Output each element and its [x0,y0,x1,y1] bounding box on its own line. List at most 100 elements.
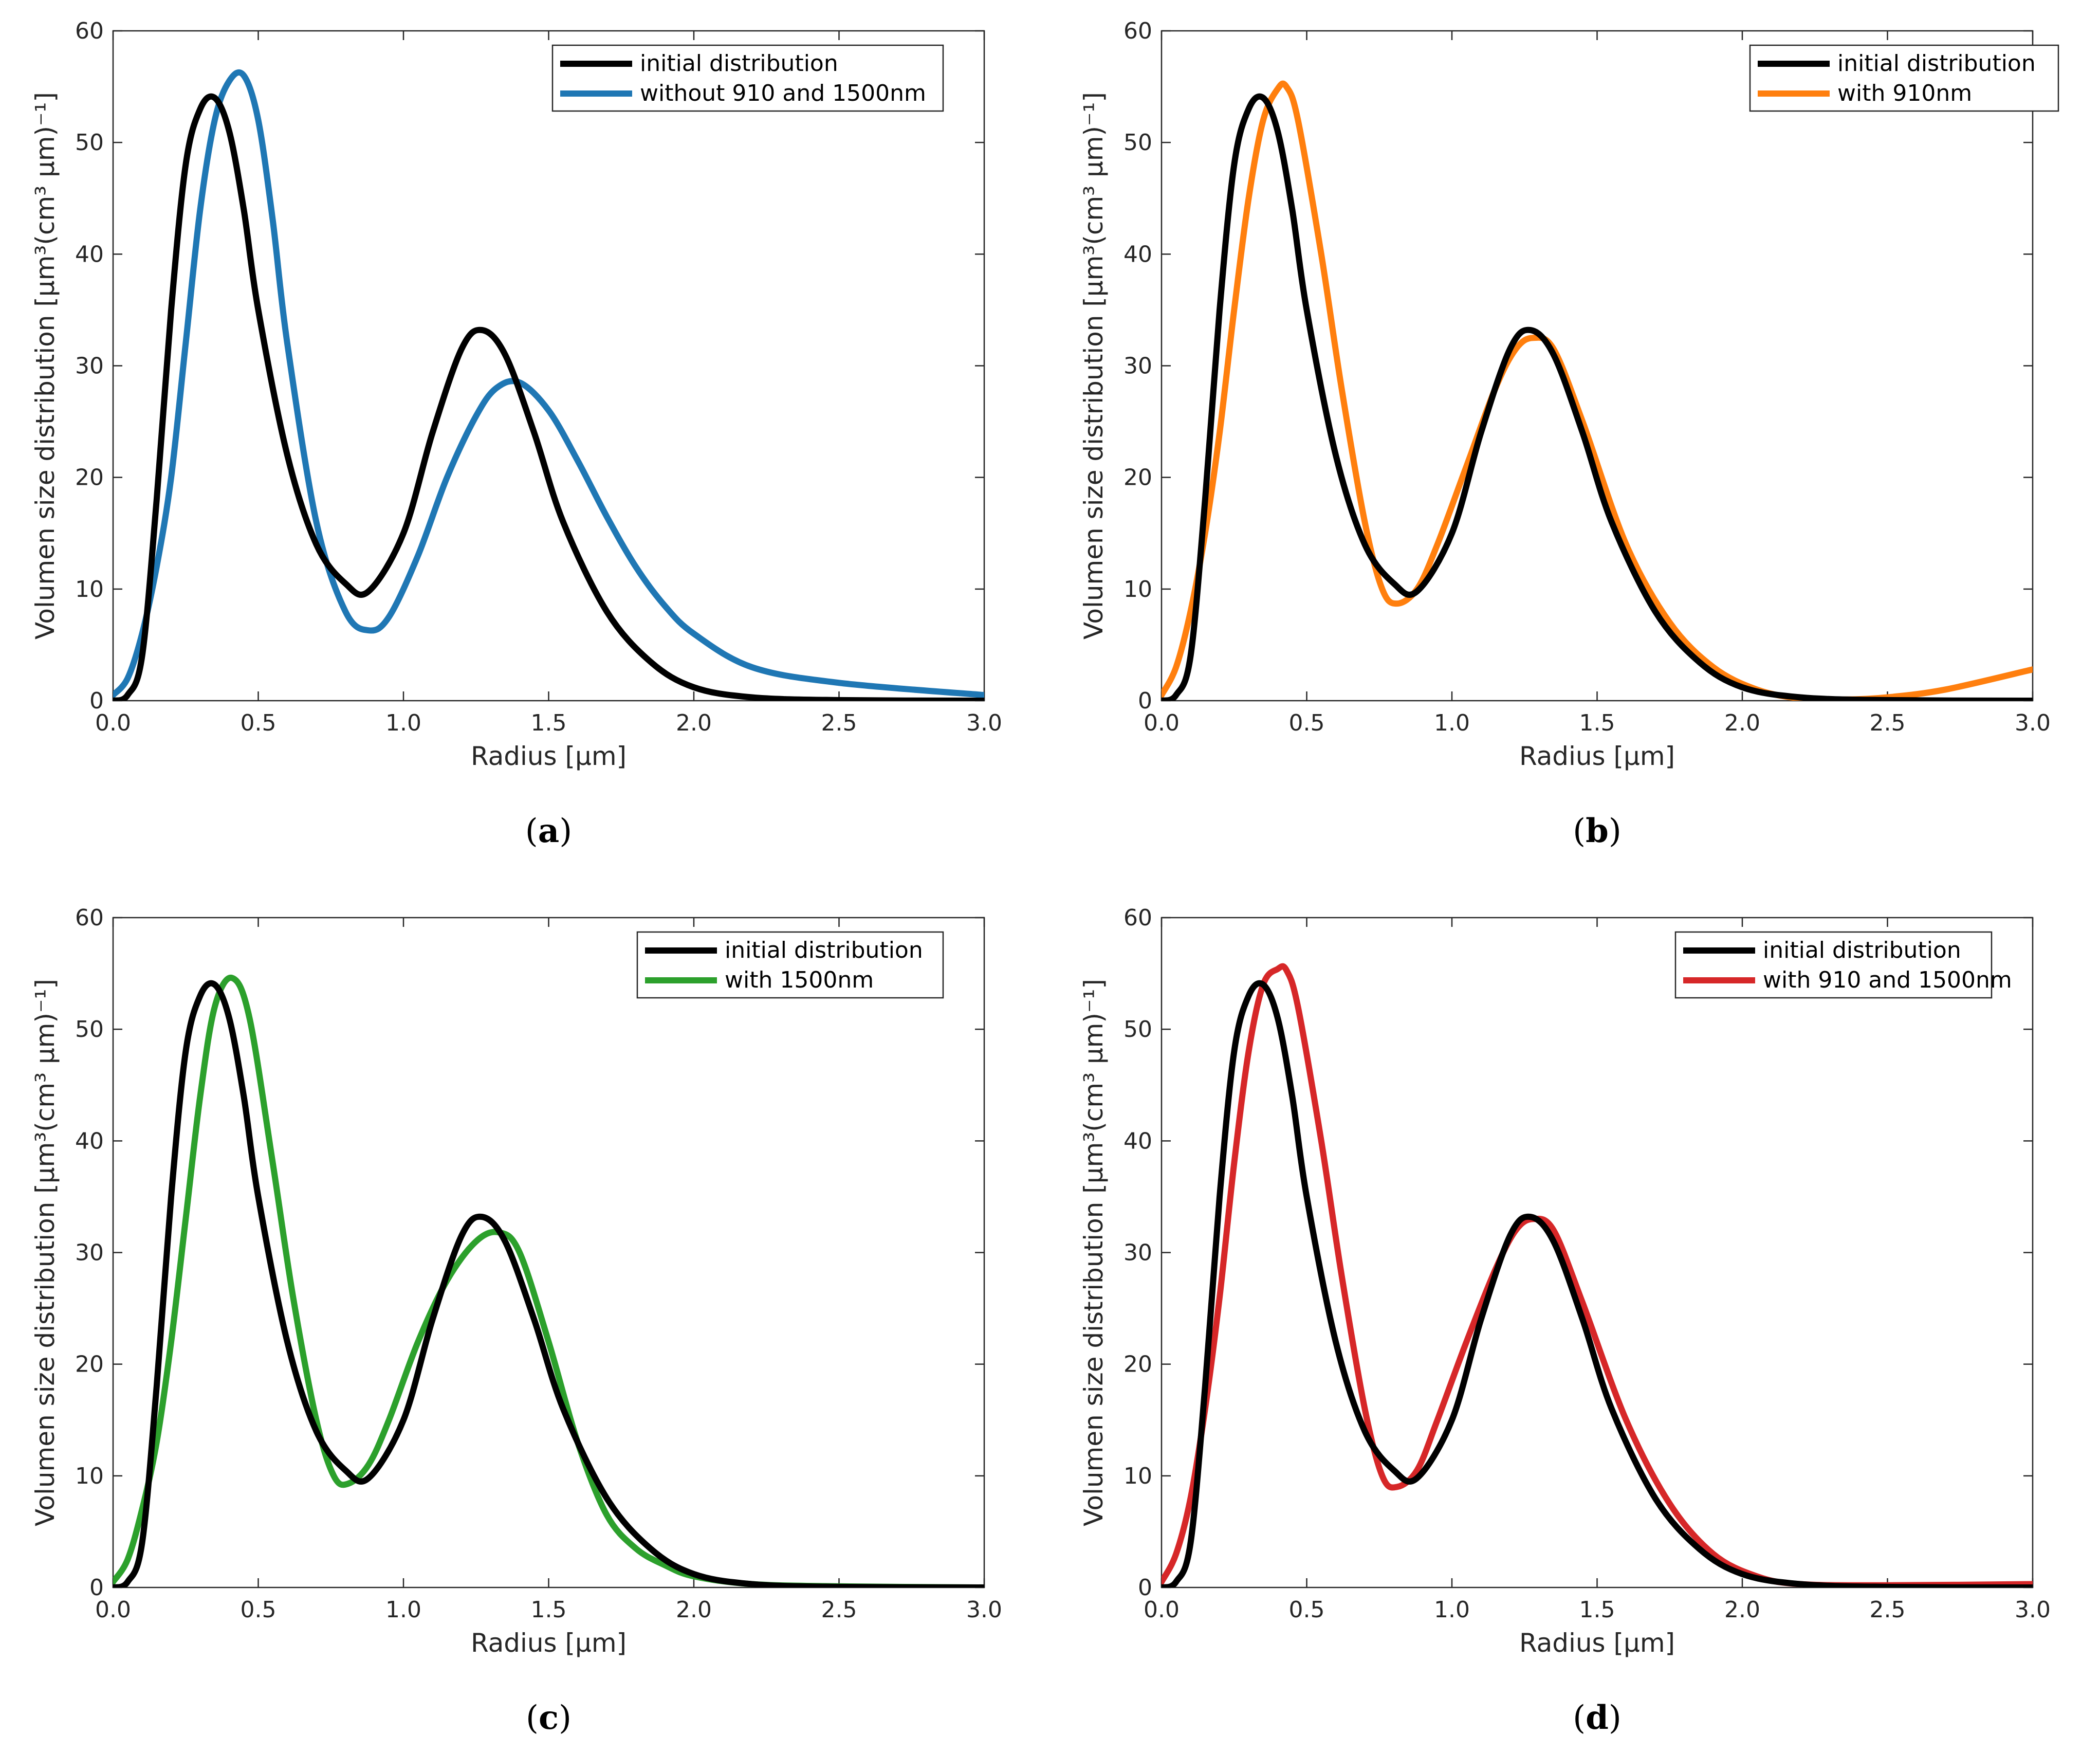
chart-panel-a: 0.0 0.5 1.0 1.5 2.0 2.5 3.0 0 10 20 30 40 50 60 Radius… [30,18,1002,850]
x-axis-label: Radius [μm] [1519,741,1675,771]
x-axis-label: Radius [μm] [471,1628,627,1658]
x-tick-label: 0.0 [95,1597,131,1623]
x-tick-label: 0.5 [1289,710,1325,736]
series-group [1162,80,2033,701]
series-line-1 [113,69,984,699]
legend: initial distribution with 1500nm [636,931,944,999]
chart-panel-b: 0.0 0.5 1.0 1.5 2.0 2.5 3.0 0 10 20 30 40 50 60 Radius… [1079,18,2059,850]
x-tick-label: 2.5 [1870,1597,1906,1623]
x-tick-label: 0.0 [1144,710,1180,736]
plot-area-frame [1160,917,2034,1588]
y-tick-label: 10 [1123,1463,1152,1489]
legend-entry: initial distribution [1763,937,1961,963]
panel-caption: (a) [525,812,572,850]
panel-caption-letter: b [1586,812,1609,850]
y-tick-label: 30 [75,1240,104,1266]
x-tick-label: 2.0 [1724,1597,1760,1623]
y-tick-label: 10 [1123,576,1152,602]
legend-entry: with 1500nm [725,967,874,993]
x-axis-label: Radius [μm] [1519,1628,1675,1658]
x-tick-label: 3.0 [2015,710,2051,736]
y-tick-label: 50 [75,130,104,156]
panel-caption-letter: a [538,812,559,850]
legend-entry: without 910 and 1500nm [640,80,926,106]
y-axis-label: Volumen size distribution [μm³(cm³ μm)⁻¹… [1079,979,1109,1526]
series-line-0 [1162,980,2033,1587]
x-tick-label: 1.0 [385,1597,421,1623]
x-tick-label: 2.0 [676,1597,712,1623]
y-tick-label: 40 [75,1128,104,1154]
legend-box [1749,44,2059,112]
series-line-1 [1162,963,2033,1587]
x-tick-label: 1.5 [531,710,567,736]
series-line-0 [1162,93,2033,701]
legend-box [551,44,944,112]
x-tick-label: 3.0 [966,1597,1002,1623]
panel-caption-letter: d [1586,1699,1609,1737]
x-tick-label: 0.0 [95,710,131,736]
legend-entry: initial distribution [725,937,923,963]
series-group [113,975,984,1587]
x-tick-label: 1.0 [385,710,421,736]
legend: initial distribution without 910 and 1500… [551,44,944,112]
x-tick-label: 0.5 [1289,1597,1325,1623]
legend-box [1674,931,1993,999]
y-tick-label: 30 [1123,353,1152,379]
y-tick-label: 60 [1123,905,1152,931]
panel-caption: (d) [1573,1699,1622,1737]
panel-caption-letter: c [539,1699,559,1737]
y-tick-label: 20 [75,465,104,491]
y-axis-label: Volumen size distribution [μm³(cm³ μm)⁻¹… [1079,92,1109,640]
series-line-1 [1162,80,2033,701]
legend-entry: with 910 and 1500nm [1763,967,2012,993]
series-line-1 [113,975,984,1587]
y-tick-label: 60 [75,905,104,931]
x-tick-label: 1.5 [1579,1597,1615,1623]
panel-caption: (c) [526,1699,572,1737]
y-tick-label: 60 [1123,18,1152,44]
y-tick-label: 50 [75,1016,104,1043]
y-tick-label: 10 [75,576,104,602]
y-tick-label: 0 [1138,1575,1152,1601]
x-axis-label: Radius [μm] [471,741,627,771]
legend-entry: with 910nm [1837,80,1972,106]
y-tick-label: 20 [1123,465,1152,491]
x-tick-label: 1.5 [1579,710,1615,736]
y-axis-label: Volumen size distribution [μm³(cm³ μm)⁻¹… [30,979,60,1526]
y-tick-label: 50 [1123,1016,1152,1043]
x-tick-label: 0.0 [1144,1597,1180,1623]
panel-caption: (b) [1573,812,1622,850]
y-tick-label: 10 [75,1463,104,1489]
plot-area-frame [112,30,985,702]
x-tick-label: 2.0 [676,710,712,736]
plot-area-frame [112,917,985,1588]
x-tick-label: 2.5 [1870,710,1906,736]
series-line-0 [113,93,984,701]
y-tick-label: 0 [1138,688,1152,714]
plot-area-frame [1160,30,2034,702]
y-tick-label: 40 [1123,241,1152,267]
chart-panel-c: 0.0 0.5 1.0 1.5 2.0 2.5 3.0 0 10 20 30 40 50 60 Radius… [30,905,1002,1737]
legend: initial distribution with 910nm [1749,44,2059,112]
x-tick-label: 1.0 [1434,1597,1470,1623]
y-tick-label: 20 [75,1352,104,1378]
x-tick-label: 0.5 [241,710,277,736]
series-group [1162,963,2033,1587]
y-tick-label: 0 [89,1575,104,1601]
chart-panel-d: 0.0 0.5 1.0 1.5 2.0 2.5 3.0 0 10 20 30 40 50 60 Radius… [1079,905,2051,1737]
x-tick-label: 3.0 [966,710,1002,736]
legend: initial distribution with 910 and 1500nm [1674,931,2012,999]
y-tick-label: 30 [1123,1240,1152,1266]
x-tick-label: 1.0 [1434,710,1470,736]
y-tick-label: 40 [1123,1128,1152,1154]
y-tick-label: 60 [75,18,104,44]
x-tick-label: 2.0 [1724,710,1760,736]
x-tick-label: 1.5 [531,1597,567,1623]
series-group [113,69,984,701]
y-axis-label: Volumen size distribution [μm³(cm³ μm)⁻¹… [30,92,60,640]
x-tick-label: 0.5 [241,1597,277,1623]
y-tick-label: 50 [1123,130,1152,156]
x-tick-label: 2.5 [821,1597,857,1623]
y-tick-label: 30 [75,353,104,379]
x-tick-label: 3.0 [2015,1597,2051,1623]
